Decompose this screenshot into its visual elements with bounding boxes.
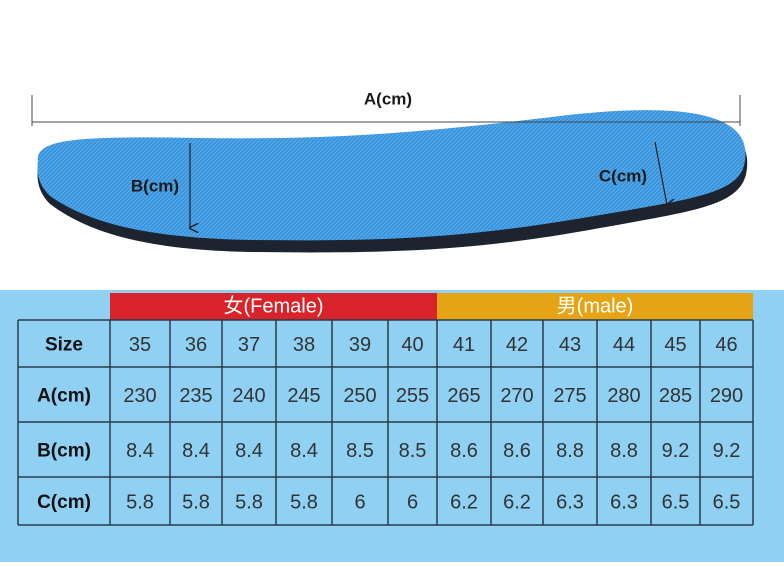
cell: 5.8 [126,491,154,513]
group-label: 女(Female) [223,294,323,317]
cell: 43 [559,334,581,356]
cell: 8.6 [503,440,531,462]
group-label: 男(male) [557,295,634,317]
cell: 6.3 [610,491,638,513]
heel-label: B(cm) [131,176,179,195]
row-label: B(cm) [37,441,91,462]
cell: 39 [349,334,371,356]
cell: 265 [447,385,480,407]
cell: 280 [607,385,640,407]
cell: 5.8 [235,491,263,513]
cell: 8.4 [126,440,154,462]
cell: 240 [232,385,265,407]
cell: 5.8 [290,491,318,513]
cell: 6 [407,491,418,513]
cell: 245 [287,385,320,407]
cell: 45 [664,334,686,356]
cell: 230 [123,385,156,407]
cell: 285 [659,385,692,407]
toe-label: C(cm) [599,166,647,185]
cell: 275 [553,385,586,407]
cell: 40 [401,334,423,356]
cell: 6.2 [450,491,478,513]
cell: 41 [453,334,475,356]
dimension-a: A(cm) [31,89,741,126]
group-header [110,293,437,320]
cell: 6.5 [713,491,741,513]
size-table: 女(Female) 男(male) Size 35 36 37 38 39 40 41 42 43 44… [17,293,754,526]
cell: 6.5 [662,491,690,513]
cell: 37 [238,334,260,356]
cell: 270 [500,385,533,407]
table-background [0,290,784,562]
cell: 8.4 [290,440,318,462]
insole [37,110,748,253]
cell: 255 [396,385,429,407]
cell: 8.5 [346,440,374,462]
row-label: A(cm) [37,386,91,407]
toe-arrow [654,141,667,205]
cell: 9.2 [713,440,741,462]
cell: 290 [710,385,743,407]
row-label: Size [45,335,83,356]
cell: 44 [613,334,635,356]
cell: 8.8 [610,440,638,462]
cell: 46 [715,334,737,356]
cell: 35 [129,334,151,356]
cell: 8.4 [182,440,210,462]
cell: 235 [179,385,212,407]
cell: 5.8 [182,491,210,513]
cell: 6.3 [556,491,584,513]
cell: 36 [185,334,207,356]
cell: 8.8 [556,440,584,462]
cell: 8.5 [399,440,427,462]
cell: 9.2 [662,440,690,462]
cell: 6.2 [503,491,531,513]
cell: 6 [354,491,365,513]
cell: 38 [293,334,315,356]
length-label: A(cm) [364,89,412,108]
row-label: C(cm) [37,492,91,513]
cell: 250 [343,385,376,407]
cell: 8.6 [450,440,478,462]
cell: 8.4 [235,440,263,462]
cell: 42 [506,334,528,356]
group-header [437,293,753,320]
